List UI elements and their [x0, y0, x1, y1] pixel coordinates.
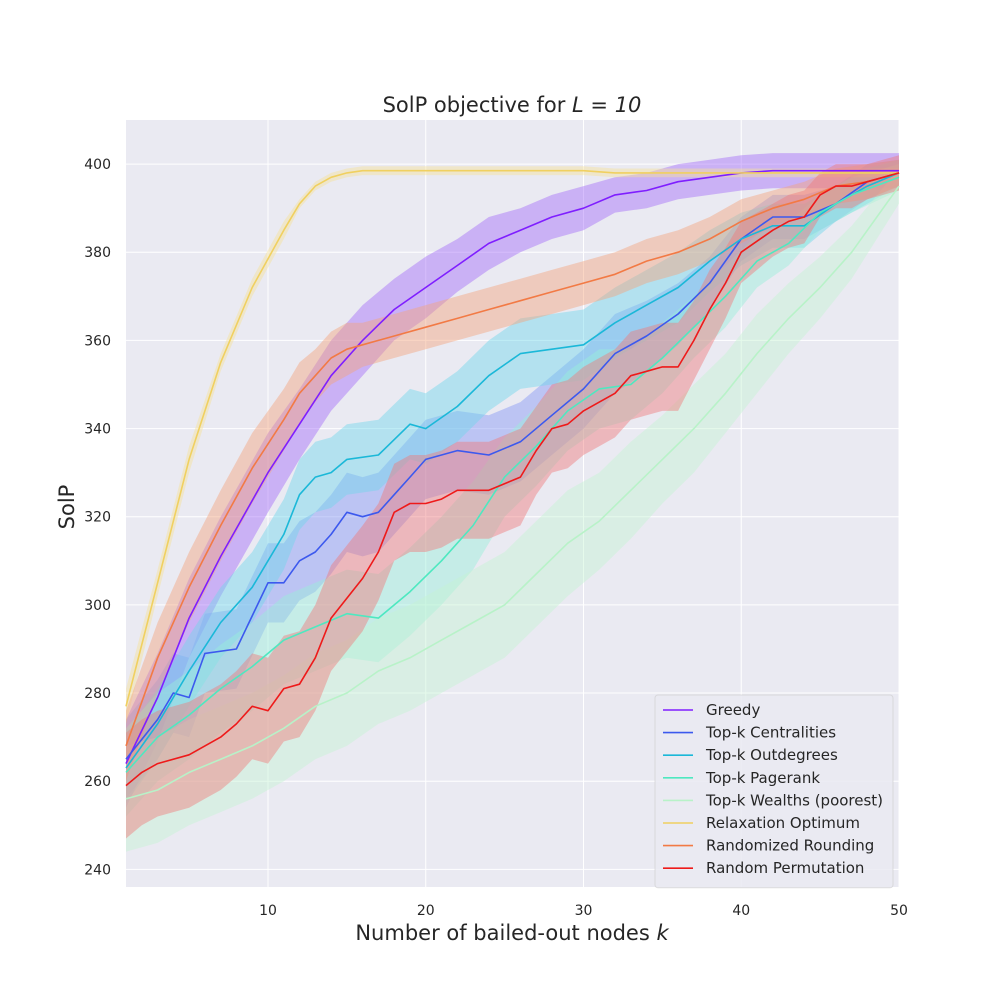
legend-label: Greedy [706, 701, 760, 719]
y-tick-label: 320 [84, 510, 111, 526]
x-tick-label: 40 [732, 903, 750, 919]
y-tick-label: 300 [84, 598, 111, 614]
x-tick-labels: 10 20 30 40 50 [259, 903, 908, 919]
x-axis-label: Number of bailed-out nodes k [355, 921, 669, 945]
series-lines [125, 169, 900, 800]
band-random-permutation [126, 155, 899, 839]
confidence-bands [126, 153, 899, 852]
legend-label: Top-k Pagerank [705, 769, 820, 787]
line-relaxation-optimum [125, 169, 899, 707]
x-tick-label: 30 [575, 903, 593, 919]
y-tick-label: 260 [84, 774, 111, 790]
line-randomized-rounding [125, 172, 900, 747]
y-tick-label: 340 [84, 422, 111, 438]
y-tick-label: 240 [84, 862, 111, 878]
y-tick-label: 280 [84, 686, 111, 702]
band-greedy [126, 153, 899, 808]
line-top-k-pagerank [125, 176, 900, 773]
legend-label: Top-k Wealths (poorest) [705, 791, 883, 809]
chart-title: SolP objective for L = 10 [383, 93, 642, 117]
legend-label: Random Permutation [706, 859, 864, 877]
band-randomized-rounding [126, 159, 899, 782]
legend-label: Top-k Outdegrees [705, 746, 838, 764]
legend-box [654, 694, 894, 889]
band-top-k-outdegrees [126, 159, 899, 804]
band-top-k-centralities [126, 159, 899, 799]
legend-label: Relaxation Optimum [706, 814, 860, 832]
legend: Greedy Top-k Centralities Top-k Outdegrees… [654, 694, 894, 889]
y-tick-label: 400 [84, 157, 111, 173]
x-tick-label: 10 [259, 903, 277, 919]
line-greedy [125, 169, 899, 764]
line-top-k-wealths-poorest- [125, 185, 900, 800]
y-axis-label: SolP [55, 485, 79, 530]
line-top-k-outdegrees [125, 172, 900, 769]
band-top-k-pagerank [126, 164, 899, 817]
line-top-k-centralities [125, 172, 900, 760]
x-tick-label: 50 [890, 903, 908, 919]
y-tick-label: 360 [84, 333, 111, 349]
y-tick-labels: 240 260 280 300 320 340 360 380 400 [84, 157, 111, 878]
line-random-permutation [125, 172, 900, 787]
legend-label: Top-k Centralities [705, 724, 836, 742]
legend-label: Randomized Rounding [706, 837, 874, 855]
band-top-k-wealths-poorest- [126, 168, 899, 852]
x-tick-label: 20 [417, 903, 435, 919]
y-tick-label: 380 [84, 245, 111, 261]
